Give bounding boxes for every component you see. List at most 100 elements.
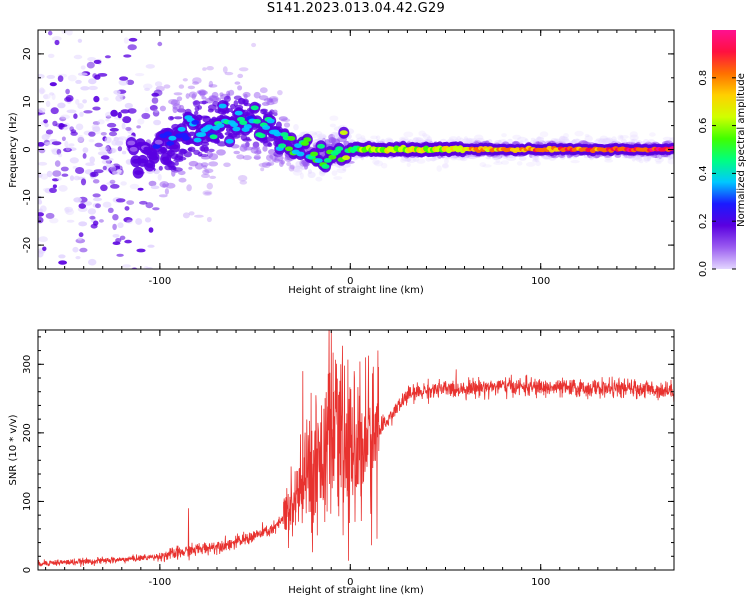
spectrogram-cell: [475, 137, 485, 143]
spectrogram-ridge-cell: [129, 146, 138, 152]
spectrogram-cell: [629, 134, 639, 141]
spectrogram-cell: [119, 235, 126, 240]
spectrogram-cell: [482, 164, 492, 168]
spectrogram-cell: [563, 133, 569, 139]
y-tick-label: 0: [22, 146, 33, 152]
spectrogram-cell: [223, 162, 231, 168]
spectrogram-cell: [242, 155, 252, 161]
spectrogram-cell: [56, 148, 62, 155]
spectrogram-cell: [187, 85, 196, 90]
spectrogram-cell: [479, 162, 487, 168]
spectrogram-cell: [107, 147, 113, 155]
spectrogram-cell: [412, 137, 419, 144]
spectrogram-cell: [630, 138, 635, 143]
spectrogram-cell: [355, 133, 362, 140]
spectrogram-cell: [442, 163, 449, 168]
spectrogram-ridge-cell: [303, 137, 312, 143]
spectrogram-cell: [441, 163, 449, 169]
spectrogram-cell: [62, 126, 68, 131]
spectrogram-cell: [211, 91, 219, 99]
colorbar-gradient: [712, 30, 736, 269]
spectrogram-cell: [302, 161, 310, 167]
spectrogram-cell: [191, 93, 196, 100]
spectrogram-cell: [283, 122, 291, 128]
spectrogram-cell: [176, 96, 183, 102]
spectrogram-cell: [104, 55, 111, 59]
spectrogram-cell: [109, 179, 116, 184]
spectrogram-cell: [415, 137, 424, 143]
spectrogram-cell: [292, 169, 303, 176]
spectrogram-cell: [448, 136, 458, 141]
spectrogram-ridge-cell: [198, 132, 207, 137]
spectrogram-ridge-cell: [243, 124, 252, 129]
spectrogram-cell: [61, 136, 66, 142]
spectrogram-cell: [77, 103, 84, 109]
spectrogram-cell: [72, 165, 78, 169]
spectrogram-cell: [87, 208, 97, 215]
spectrogram-cell: [150, 185, 160, 190]
spectrogram-cell: [539, 131, 549, 138]
spectrogram-cell: [112, 163, 121, 169]
colorbar-tick-label: 0.4: [698, 165, 709, 181]
spectrogram-cell: [168, 165, 176, 171]
spectrogram-cell: [43, 93, 51, 100]
spectrogram-cell: [268, 98, 274, 102]
spectrogram-cell: [429, 157, 437, 162]
spectrogram-ridge-cell: [154, 139, 163, 145]
spectrogram-cell: [272, 109, 278, 115]
spectrogram-cell: [38, 147, 46, 154]
spectrogram-cell: [80, 86, 90, 91]
spectrogram-cell: [209, 175, 217, 179]
spectrogram-cell: [97, 151, 108, 156]
spectrogram-cell: [519, 140, 524, 145]
spectrogram-cell: [88, 139, 95, 143]
spectrogram-cell: [233, 150, 240, 155]
spectrogram-cell: [178, 84, 185, 89]
spectrogram-cell: [574, 130, 584, 137]
spectrogram-cell: [202, 169, 210, 175]
spectrogram-cell: [619, 135, 629, 139]
spectrogram-cell: [153, 119, 162, 126]
spectrogram-cell: [329, 115, 339, 121]
spectrogram-ridge-cell: [170, 144, 179, 150]
snr-series-line: [38, 330, 674, 567]
spectrogram-ridge-cell: [266, 118, 275, 124]
spectrogram-cell: [126, 200, 135, 206]
spectrogram-ridge-cell: [314, 158, 323, 164]
spectrogram-cell: [110, 165, 117, 173]
spectrogram-cell: [474, 134, 484, 141]
spectrogram-cell: [204, 168, 214, 174]
spectrogram-cell: [95, 203, 101, 209]
spectrogram-cell: [466, 154, 476, 159]
spectrogram-cell: [595, 138, 606, 142]
spectrogram-cell: [92, 121, 100, 126]
spectrogram-cell: [58, 185, 68, 192]
spectrogram-cell: [52, 120, 58, 127]
spectrogram-cell: [601, 137, 612, 145]
spectrogram-cell: [187, 147, 193, 152]
spectrogram-cell: [59, 116, 67, 122]
spectrogram-cell: [148, 227, 154, 233]
spectrogram-cell: [243, 102, 251, 107]
spectrogram-cell: [134, 73, 145, 77]
spectrogram-cell: [589, 156, 596, 159]
spectrogram-cell: [98, 219, 104, 223]
spectrogram-cell: [117, 222, 124, 229]
spectrogram-ridge-cell: [225, 138, 234, 144]
spectrogram-cell: [216, 149, 226, 156]
spectrogram-cell: [512, 134, 522, 140]
spectrogram-cell: [158, 165, 163, 171]
spectrogram-cell: [226, 127, 231, 133]
spectrogram-cell: [343, 140, 350, 145]
spectrogram-cell: [113, 90, 121, 95]
spectrogram-cell: [188, 211, 195, 216]
spectrogram-cell: [92, 197, 103, 202]
spectrogram-cell: [173, 116, 183, 120]
spectrogram-cell: [178, 177, 187, 183]
spectrogram-cell: [655, 160, 662, 165]
spectrogram-cell: [533, 158, 539, 162]
spectrogram-cell: [145, 64, 155, 69]
spectrogram-cell: [116, 169, 122, 173]
spectrogram-cell: [208, 148, 215, 153]
spectrogram-cell: [79, 111, 84, 117]
